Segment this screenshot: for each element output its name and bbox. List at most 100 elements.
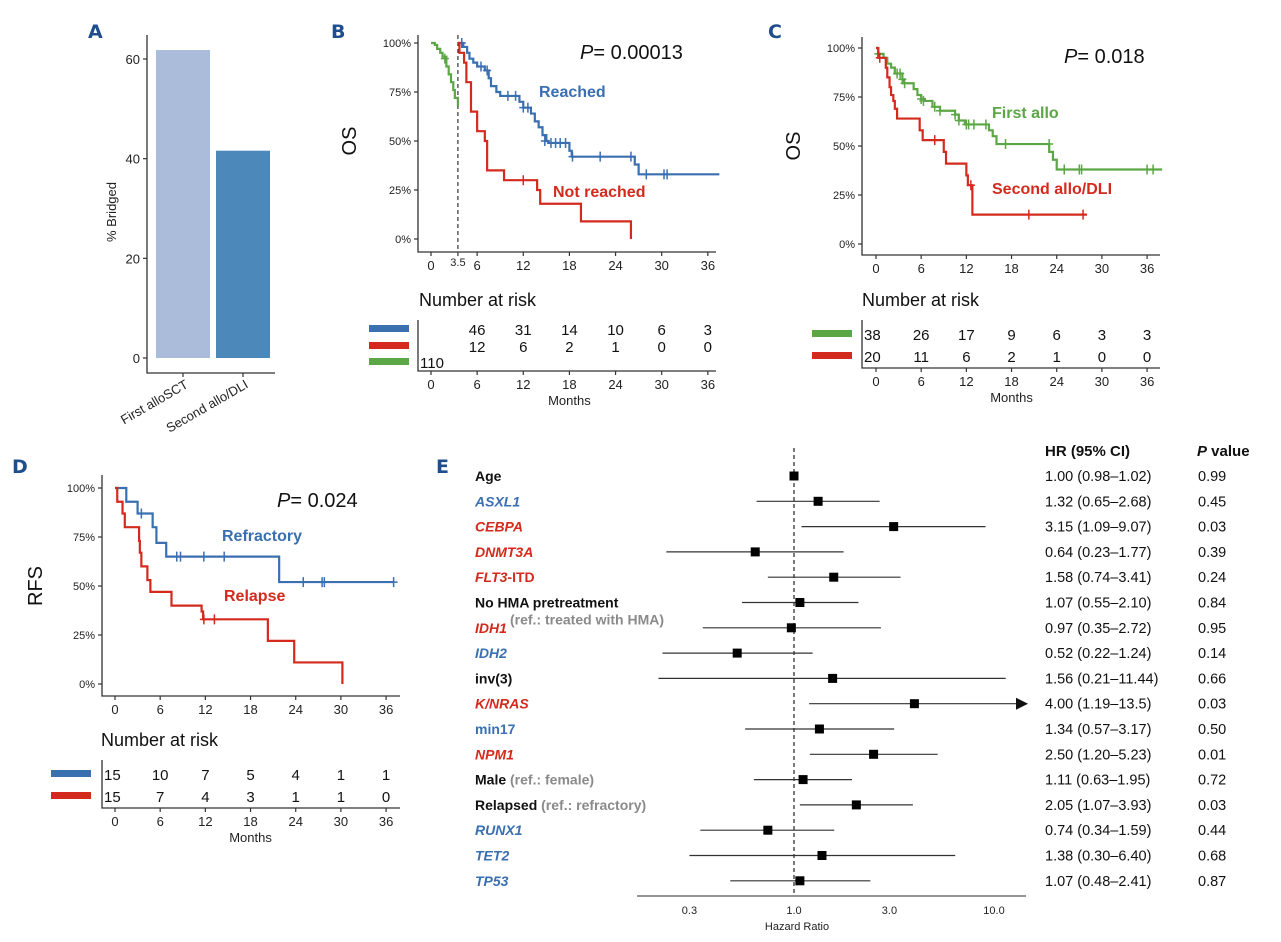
y-axis-title: OS: [339, 127, 361, 156]
risk-count: 5: [246, 767, 254, 784]
risk-count: 7: [201, 767, 209, 784]
x-axis-title: Months: [548, 393, 591, 408]
y-tick-label: 75%: [73, 532, 95, 544]
risk-table-axis: [861, 320, 1160, 369]
row-label-note: (ref.: refractory): [537, 797, 646, 813]
hr-point: [817, 851, 827, 860]
hr-ci-value: 1.07 (0.55–2.10): [1045, 596, 1151, 612]
risk-table-title: Number at risk: [419, 290, 537, 310]
risk-count: 31: [515, 322, 532, 339]
censor-mark: [561, 137, 570, 148]
risk-count: 6: [1053, 327, 1061, 344]
risk-count: 0: [1143, 349, 1151, 366]
risk-count: 17: [958, 327, 975, 344]
x-tick-label: 3.5: [450, 257, 465, 269]
x-tick-label: 3.0: [882, 905, 897, 917]
risk-x-tick-label: 30: [1095, 374, 1109, 389]
censor-mark: [1001, 139, 1010, 150]
p-symbol: P: [580, 42, 594, 64]
risk-count: 14: [561, 322, 578, 339]
hr-point: [869, 749, 879, 759]
censor-mark: [483, 65, 492, 76]
p-value-number: = 0.024: [290, 490, 357, 512]
curve-label: Reached: [539, 84, 606, 101]
x-axis-title: Months: [990, 390, 1033, 405]
hr-ci-value: 1.00 (0.98–1.02): [1045, 469, 1151, 485]
hr-ci-value: 1.58 (0.74–3.41): [1045, 570, 1151, 586]
row-label-name: CEBPA: [475, 519, 523, 535]
risk-table-axis: [417, 320, 716, 372]
risk-x-tick-label: 18: [1004, 374, 1018, 389]
y-tick-label: 25%: [833, 190, 855, 202]
row-label-name: Male: [475, 772, 506, 788]
risk-x-tick-label: 12: [198, 814, 212, 829]
risk-count: 6: [658, 322, 666, 339]
row-label: Relapsed (ref.: refractory): [475, 797, 646, 813]
curve-label: Refractory: [222, 528, 302, 545]
censor-mark: [663, 169, 672, 180]
p-value: 0.14: [1198, 646, 1226, 662]
censor-mark: [137, 508, 146, 519]
risk-count: 2: [565, 339, 573, 356]
hr-ci-value: 4.00 (1.19–13.5): [1045, 697, 1151, 713]
x-tick-label: 0: [111, 702, 118, 717]
risk-count: 2: [1007, 349, 1015, 366]
axis-lines: [146, 35, 275, 374]
row-label-name: IDH2: [475, 645, 507, 661]
risk-count: 1: [611, 339, 619, 356]
panel-letter: B: [331, 21, 345, 43]
risk-count: 0: [704, 339, 712, 356]
censor-mark: [389, 577, 398, 588]
risk-x-tick-label: 30: [334, 814, 348, 829]
row-label-name: RUNX1: [475, 822, 523, 838]
row-label-name: inv(3): [475, 670, 512, 686]
censor-mark: [1024, 209, 1033, 220]
row-label-name: TP53: [475, 873, 509, 889]
censor-mark: [1149, 164, 1158, 175]
risk-legend-swatch: [369, 342, 409, 349]
panel-b: B0%25%50%75%100%0 3.5 6 12 18 24 30 36OSReached…: [331, 21, 720, 408]
risk-x-tick-label: 36: [379, 814, 393, 829]
risk-count: 46: [469, 322, 486, 339]
risk-count: 4: [201, 789, 209, 806]
hr-ci-value: 1.34 (0.57–3.17): [1045, 722, 1151, 738]
risk-count: 20: [864, 349, 881, 366]
km-curve-reached: [457, 41, 720, 176]
censor-mark: [199, 551, 208, 562]
x-tick-label: 18: [243, 702, 257, 717]
hr-ci-value: 1.32 (0.65–2.68): [1045, 494, 1151, 510]
x-tick-label: 36: [701, 258, 715, 273]
hr-ci-value: 0.74 (0.34–1.59): [1045, 823, 1151, 839]
x-tick-label: 18: [1004, 261, 1018, 276]
censor-mark: [440, 53, 449, 64]
p-value: 0.45: [1198, 494, 1226, 510]
p-value: 0.44: [1198, 823, 1226, 839]
risk-legend-swatch: [51, 770, 91, 777]
x-tick-label: 6: [918, 261, 925, 276]
row-label-note: (ref.: female): [506, 772, 594, 788]
censor-mark: [1045, 139, 1054, 150]
risk-legend-swatch: [51, 792, 91, 799]
risk-x-tick-label: 0: [111, 814, 118, 829]
hr-ci-value: 0.64 (0.23–1.77): [1045, 545, 1151, 561]
risk-x-tick-label: 30: [654, 377, 668, 392]
x-tick-label: 12: [198, 702, 212, 717]
hr-ci-value: 2.05 (1.07–3.93): [1045, 798, 1151, 814]
censor-mark: [900, 78, 909, 89]
y-tick-label: 50%: [833, 141, 855, 153]
y-tick-label: 100%: [383, 38, 411, 50]
row-label-suffix: -ITD: [507, 569, 534, 585]
censor-mark: [540, 136, 549, 146]
hr-ci-value: 1.56 (0.21–11.44): [1045, 671, 1158, 687]
censor-mark: [896, 68, 905, 79]
censor-mark: [199, 614, 208, 625]
panel-letter: D: [12, 456, 28, 478]
risk-table-axis: [101, 760, 400, 809]
y-tick-label: 0%: [79, 679, 95, 691]
x-tick-label: 24: [1049, 261, 1063, 276]
censor-mark: [936, 105, 945, 116]
p-column-header: P value: [1197, 443, 1250, 460]
risk-count: 9: [1007, 327, 1015, 344]
y-tick-label: 0: [133, 351, 140, 366]
risk-count: 3: [1143, 327, 1151, 344]
